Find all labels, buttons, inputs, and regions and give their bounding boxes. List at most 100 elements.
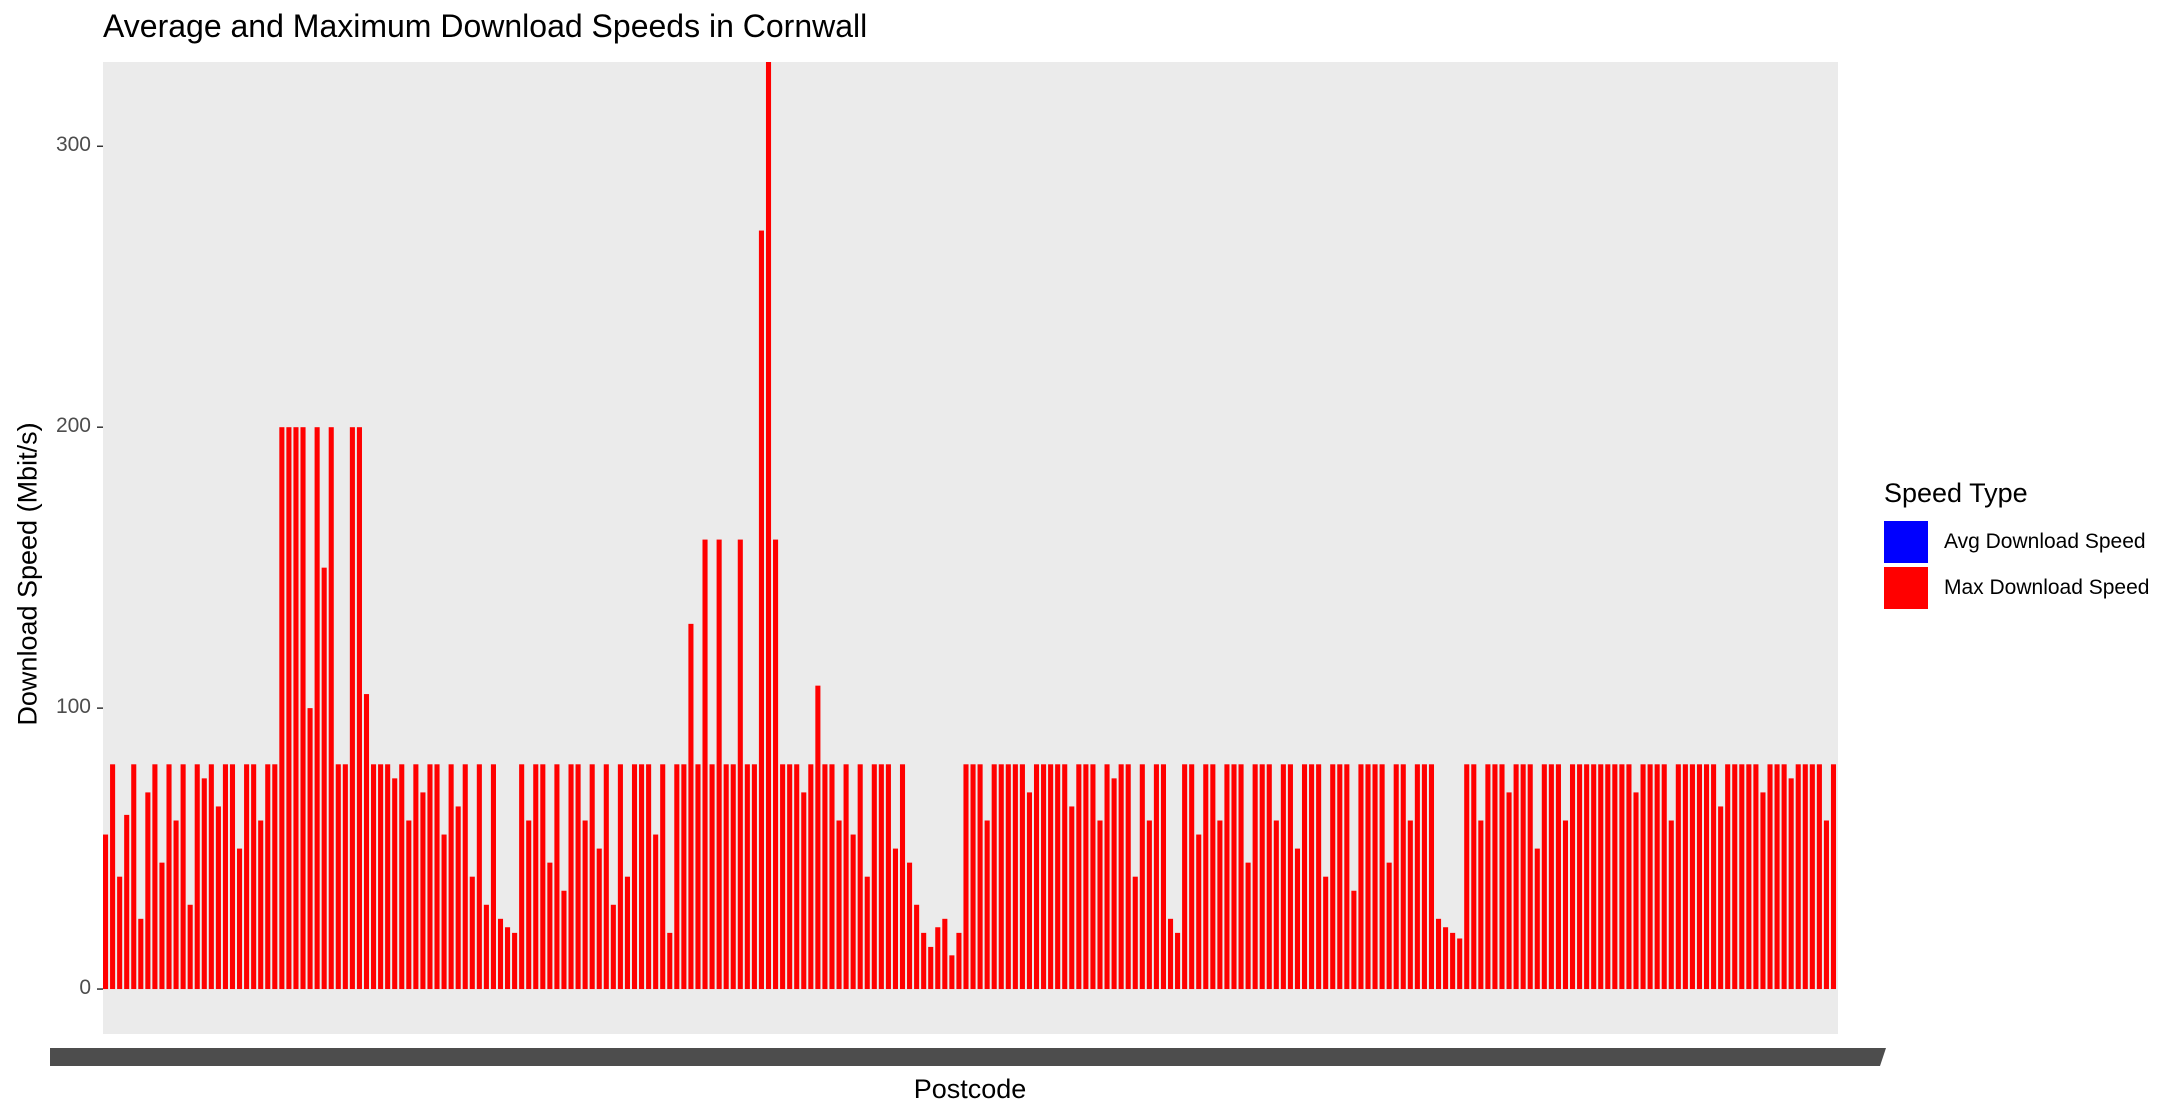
bar-max-download-speed xyxy=(1400,764,1406,990)
bar-max-download-speed xyxy=(1421,764,1427,990)
bar-max-download-speed xyxy=(730,764,736,990)
bar-max-download-speed xyxy=(1259,764,1265,990)
bar-max-download-speed xyxy=(1069,806,1075,990)
bar-max-download-speed xyxy=(773,539,779,990)
bar-max-download-speed xyxy=(1696,764,1703,990)
bar-max-download-speed xyxy=(582,820,588,990)
bar-max-download-speed xyxy=(1760,792,1766,990)
bar-max-download-speed xyxy=(117,876,123,990)
bar-max-download-speed xyxy=(145,792,151,990)
bar-max-download-speed xyxy=(977,764,983,990)
bar-max-download-speed xyxy=(1428,764,1435,990)
bar-max-download-speed xyxy=(413,764,419,990)
bar-max-download-speed xyxy=(892,848,898,990)
bar-max-download-speed xyxy=(1316,764,1322,990)
bar-max-download-speed xyxy=(1485,764,1491,990)
bar-max-download-speed xyxy=(1541,764,1547,990)
bar-max-download-speed xyxy=(780,764,786,990)
bar-max-download-speed xyxy=(1506,792,1512,990)
bar-max-download-speed xyxy=(1767,764,1773,990)
bar-max-download-speed xyxy=(321,567,327,990)
bar-max-download-speed xyxy=(1598,764,1604,990)
bar-max-download-speed xyxy=(1238,764,1244,990)
bar-max-download-speed xyxy=(490,764,496,990)
bar-max-download-speed xyxy=(1224,764,1230,990)
bar-max-download-speed xyxy=(1203,764,1209,990)
bar-max-download-speed xyxy=(279,427,285,990)
bar-max-download-speed xyxy=(1555,764,1561,990)
bar-max-download-speed xyxy=(928,946,934,990)
bar-max-download-speed xyxy=(342,764,348,990)
bar-max-download-speed xyxy=(547,862,553,990)
bar-max-download-speed xyxy=(1520,764,1526,990)
bar-max-download-speed xyxy=(1252,764,1258,990)
bar-max-download-speed xyxy=(984,820,990,990)
bar-max-download-speed xyxy=(942,918,948,990)
bar-max-download-speed xyxy=(1718,806,1724,990)
bar-max-download-speed xyxy=(878,764,884,990)
bar-max-download-speed xyxy=(455,806,461,990)
bar-max-download-speed xyxy=(533,764,539,990)
bar-max-download-speed xyxy=(208,764,214,990)
bar-max-download-speed xyxy=(166,764,172,990)
bar-max-download-speed xyxy=(1372,764,1378,990)
bar-max-download-speed xyxy=(1062,764,1068,990)
bar-max-download-speed xyxy=(1132,876,1138,990)
bar-max-download-speed xyxy=(1309,764,1315,990)
bar-max-download-speed xyxy=(1534,848,1540,990)
bar-max-download-speed xyxy=(1323,876,1329,990)
bar-max-download-speed xyxy=(765,62,772,990)
bar-max-download-speed xyxy=(751,764,757,990)
bar-max-download-speed xyxy=(1245,862,1251,990)
bar-max-download-speed xyxy=(222,764,228,990)
bar-max-download-speed xyxy=(173,820,179,990)
bar-max-download-speed xyxy=(653,834,659,990)
bar-max-download-speed xyxy=(1167,918,1174,990)
bar-max-download-speed xyxy=(624,876,630,990)
bar-max-download-speed xyxy=(1414,764,1420,990)
legend-item-max: Max Download Speed xyxy=(1884,565,2149,611)
bar-max-download-speed xyxy=(589,764,595,990)
bar-max-download-speed xyxy=(561,890,567,990)
bar-max-download-speed xyxy=(702,539,708,990)
legend-key-avg xyxy=(1884,521,1928,563)
bar-max-download-speed xyxy=(1097,820,1103,990)
bar-max-download-speed xyxy=(1393,764,1399,990)
bar-max-download-speed xyxy=(610,904,616,990)
bar-max-download-speed xyxy=(1569,764,1576,990)
bar-max-download-speed xyxy=(540,764,546,990)
bar-max-download-speed xyxy=(1478,820,1484,990)
bar-max-download-speed xyxy=(1330,764,1336,990)
bar-max-download-speed xyxy=(441,834,447,990)
bar-max-download-speed xyxy=(1802,764,1808,990)
bar-max-download-speed xyxy=(1689,764,1695,990)
bar-max-download-speed xyxy=(1386,862,1392,990)
bar-max-download-speed xyxy=(1492,764,1498,990)
bar-max-download-speed xyxy=(1711,764,1717,990)
bar-max-download-speed xyxy=(1005,764,1011,990)
bar-max-download-speed xyxy=(335,764,341,990)
y-axis-label: Download Speed (Mbit/s) xyxy=(12,422,43,726)
bar-max-download-speed xyxy=(1704,764,1710,990)
bar-max-download-speed xyxy=(1344,764,1350,990)
bar-max-download-speed xyxy=(1612,764,1618,990)
bar-max-download-speed xyxy=(1090,764,1096,990)
bar-max-download-speed xyxy=(1753,764,1759,990)
bar-max-download-speed xyxy=(646,764,652,990)
bar-max-download-speed xyxy=(103,834,109,990)
bar-max-download-speed xyxy=(1788,778,1794,990)
bar-max-download-speed xyxy=(1725,764,1731,990)
bar-max-download-speed xyxy=(434,764,440,990)
bar-max-download-speed xyxy=(1231,764,1237,990)
legend: Speed Type Avg Download Speed Max Downlo… xyxy=(1884,478,2149,611)
bar-max-download-speed xyxy=(201,778,207,990)
bar-max-download-speed xyxy=(857,764,863,990)
bar-max-download-speed xyxy=(1083,764,1089,990)
legend-label-max: Max Download Speed xyxy=(1944,576,2150,599)
bar-max-download-speed xyxy=(406,820,412,990)
bar-max-download-speed xyxy=(921,932,927,990)
bar-max-download-speed xyxy=(737,539,743,990)
bar-max-download-speed xyxy=(1457,938,1463,990)
bar-max-download-speed xyxy=(949,955,955,990)
bar-max-download-speed xyxy=(1125,764,1131,990)
